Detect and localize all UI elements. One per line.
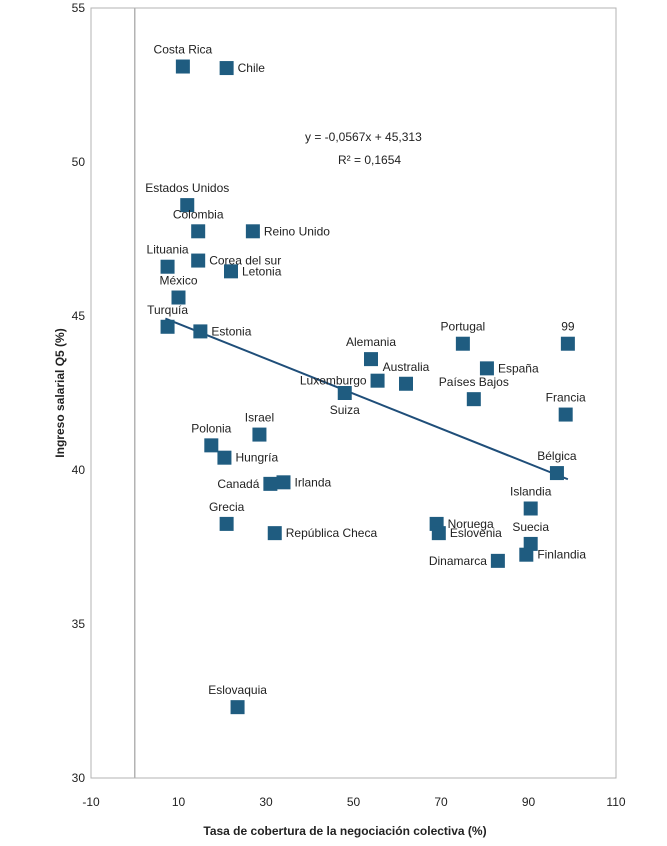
data-point bbox=[191, 253, 206, 268]
point-label: Canadá bbox=[217, 477, 259, 491]
data-point bbox=[560, 336, 575, 351]
point-label: Polonia bbox=[191, 421, 231, 435]
data-points bbox=[160, 59, 575, 715]
point-labels: Costa Rica Chile Estados Unidos Colombia Rei… bbox=[145, 43, 586, 698]
data-point bbox=[558, 407, 573, 422]
point-label: Costa Rica bbox=[154, 43, 213, 57]
point-label: Suecia bbox=[512, 520, 549, 534]
data-point bbox=[370, 373, 385, 388]
y-tick-label: 45 bbox=[72, 309, 86, 323]
data-point bbox=[219, 61, 234, 76]
data-point bbox=[523, 536, 538, 551]
point-label: Corea del sur bbox=[209, 254, 281, 268]
point-label: Finlandia bbox=[537, 548, 586, 562]
x-tick-label: 90 bbox=[522, 795, 536, 809]
point-label: Letonia bbox=[242, 264, 282, 278]
point-label: Chile bbox=[238, 61, 266, 75]
data-point bbox=[230, 700, 245, 715]
point-label: Alemania bbox=[346, 335, 396, 349]
plot-frame bbox=[90, 7, 617, 779]
point-label: Noruega bbox=[448, 517, 494, 531]
point-label: 99 bbox=[561, 320, 575, 334]
point-label: Irlanda bbox=[295, 475, 332, 489]
x-tick-label: 10 bbox=[172, 795, 186, 809]
y-tick-label: 55 bbox=[72, 1, 86, 15]
data-point bbox=[455, 336, 470, 351]
data-point bbox=[523, 501, 538, 516]
data-point bbox=[252, 427, 267, 442]
data-point bbox=[160, 259, 175, 274]
x-tick-label: -10 bbox=[82, 795, 100, 809]
point-label: Estonia bbox=[211, 324, 251, 338]
data-point bbox=[431, 526, 446, 541]
point-label: Estados Unidos bbox=[145, 181, 229, 195]
data-point bbox=[171, 290, 186, 305]
data-point bbox=[466, 392, 481, 407]
y-axis-ticks: 30 35 40 45 50 55 bbox=[72, 1, 86, 785]
point-label: Colombia bbox=[173, 207, 224, 221]
data-point bbox=[519, 547, 534, 562]
x-axis-title: Tasa de cobertura de la negociación cole… bbox=[203, 824, 486, 838]
data-point bbox=[160, 319, 175, 334]
data-point bbox=[219, 516, 234, 531]
point-label: República Checa bbox=[286, 526, 378, 540]
point-label: Hungría bbox=[235, 451, 278, 465]
y-axis-title: Ingreso salarial Q5 (%) bbox=[53, 328, 67, 457]
data-point bbox=[263, 476, 278, 491]
data-point bbox=[337, 386, 352, 400]
point-label: Turquía bbox=[147, 303, 188, 317]
r-squared-label: R² = 0,1654 bbox=[338, 153, 401, 167]
point-label: Bélgica bbox=[537, 449, 577, 463]
data-point bbox=[204, 438, 219, 453]
data-point bbox=[399, 376, 413, 391]
point-label: Eslovenia bbox=[450, 526, 502, 540]
data-point bbox=[180, 198, 195, 213]
point-label: Dinamarca bbox=[429, 554, 487, 568]
point-label: México bbox=[159, 274, 197, 288]
point-label: Grecia bbox=[209, 500, 245, 514]
y-tick-label: 40 bbox=[72, 463, 86, 477]
point-label: Lituania bbox=[147, 243, 189, 257]
x-axis-ticks: -10 10 30 50 70 90 110 bbox=[82, 795, 626, 809]
point-label: Islandia bbox=[510, 485, 552, 499]
point-label: Australia bbox=[383, 360, 430, 374]
point-label: Francia bbox=[546, 391, 586, 405]
data-point bbox=[267, 526, 282, 541]
data-point bbox=[193, 324, 208, 339]
point-label: Luxemburgo bbox=[300, 374, 367, 388]
data-point bbox=[224, 264, 238, 279]
y-tick-label: 30 bbox=[72, 771, 86, 785]
x-tick-label: 70 bbox=[434, 795, 448, 809]
x-tick-label: 110 bbox=[606, 795, 625, 809]
y-tick-label: 50 bbox=[72, 155, 86, 169]
data-point bbox=[217, 450, 232, 465]
data-point bbox=[191, 224, 206, 239]
x-tick-label: 50 bbox=[347, 795, 361, 809]
data-point bbox=[364, 352, 378, 367]
point-label: Reino Unido bbox=[264, 224, 330, 238]
point-label: España bbox=[498, 361, 539, 375]
point-label: Países Bajos bbox=[439, 375, 509, 389]
data-point bbox=[245, 224, 260, 239]
y-tick-label: 35 bbox=[72, 617, 86, 631]
point-label: Eslovaquia bbox=[208, 683, 267, 697]
trendline bbox=[165, 317, 569, 481]
x-tick-label: 30 bbox=[259, 795, 273, 809]
trendline-equation: y = -0,0567x + 45,313 bbox=[305, 130, 422, 144]
data-point bbox=[175, 59, 190, 74]
point-label: Portugal bbox=[441, 320, 486, 334]
data-point bbox=[549, 466, 564, 481]
data-point bbox=[490, 553, 505, 568]
point-label: Suiza bbox=[330, 403, 360, 417]
point-label: Israel bbox=[245, 411, 274, 425]
data-point bbox=[479, 361, 494, 376]
data-point bbox=[276, 475, 291, 490]
